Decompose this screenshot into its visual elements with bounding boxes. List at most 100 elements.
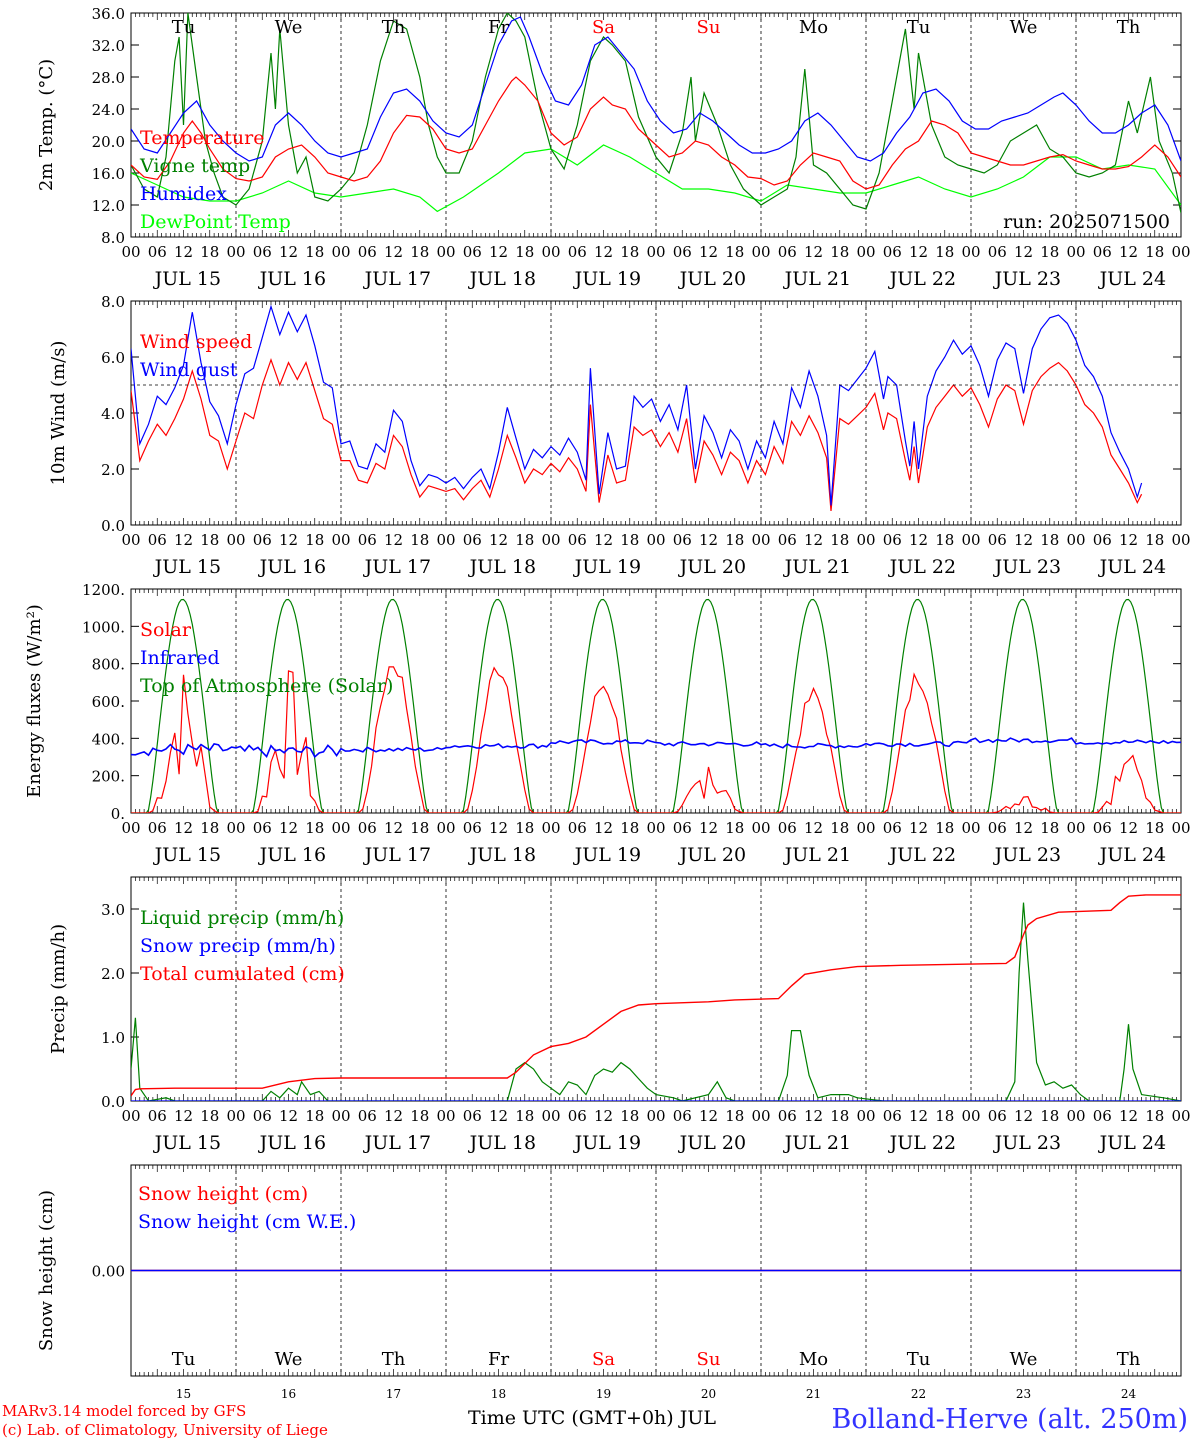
date-label: JUL 18 bbox=[468, 556, 536, 578]
hour-tick-label: 06 bbox=[463, 243, 482, 261]
hour-tick-label: 06 bbox=[148, 819, 167, 837]
day-number-label: 22 bbox=[911, 1387, 926, 1401]
hour-tick-label: 12 bbox=[489, 531, 508, 549]
date-label: JUL 21 bbox=[783, 1132, 851, 1154]
hour-tick-label: 18 bbox=[305, 819, 324, 837]
hour-tick-label: 18 bbox=[515, 531, 534, 549]
hour-tick-label: 06 bbox=[673, 531, 692, 549]
footer-model: MARv3.14 model forced by GFS bbox=[2, 1402, 246, 1420]
y-axis-title: Energy fluxes (W/m²) bbox=[24, 604, 45, 798]
date-label: JUL 23 bbox=[993, 1132, 1061, 1154]
y-tick-label: 3.0 bbox=[101, 901, 125, 919]
legend-solar: Solar bbox=[140, 619, 192, 641]
hour-tick-label: 00 bbox=[1066, 819, 1085, 837]
hour-tick-label: 00 bbox=[1171, 243, 1190, 261]
hour-tick-label: 00 bbox=[961, 243, 980, 261]
hour-tick-label: 00 bbox=[751, 1107, 770, 1125]
day-number-label: 16 bbox=[281, 1387, 296, 1401]
y-tick-label: 4.0 bbox=[101, 405, 125, 423]
hour-tick-label: 12 bbox=[594, 531, 613, 549]
hour-tick-label: 06 bbox=[673, 1107, 692, 1125]
series-line-total-cumulated-cm- bbox=[131, 894, 1181, 1097]
hour-tick-label: 12 bbox=[699, 243, 718, 261]
hour-tick-label: 00 bbox=[856, 531, 875, 549]
hour-tick-label: 12 bbox=[1014, 243, 1033, 261]
hour-tick-label: 18 bbox=[515, 819, 534, 837]
hour-tick-label: 06 bbox=[253, 819, 272, 837]
hour-tick-label: 00 bbox=[541, 1107, 560, 1125]
weekday-label: Th bbox=[1117, 1349, 1141, 1370]
hour-tick-label: 00 bbox=[856, 1107, 875, 1125]
hour-tick-label: 06 bbox=[883, 243, 902, 261]
hour-tick-label: 00 bbox=[436, 819, 455, 837]
weekday-label: We bbox=[275, 17, 303, 38]
y-tick-label: 800. bbox=[92, 656, 125, 674]
hour-tick-label: 00 bbox=[1171, 531, 1190, 549]
x-axis-title: Time UTC (GMT+0h) JUL bbox=[468, 1407, 716, 1429]
date-label: JUL 24 bbox=[1098, 1132, 1166, 1154]
date-label: JUL 19 bbox=[573, 1132, 641, 1154]
hour-tick-label: 06 bbox=[568, 531, 587, 549]
hour-tick-label: 18 bbox=[1040, 1107, 1059, 1125]
series-line-wind-gust bbox=[131, 304, 1143, 506]
weekday-label: Su bbox=[697, 17, 721, 38]
y-tick-label: 2.0 bbox=[101, 965, 125, 983]
hour-tick-label: 18 bbox=[1145, 1107, 1164, 1125]
hour-tick-label: 12 bbox=[384, 1107, 403, 1125]
hour-tick-label: 18 bbox=[935, 531, 954, 549]
date-label: JUL 18 bbox=[468, 844, 536, 866]
hour-tick-label: 00 bbox=[1171, 1107, 1190, 1125]
hour-tick-label: 00 bbox=[436, 243, 455, 261]
y-axis-title: Snow height (cm) bbox=[36, 1190, 57, 1351]
hour-tick-label: 00 bbox=[856, 243, 875, 261]
hour-tick-label: 06 bbox=[358, 531, 377, 549]
hour-tick-label: 00 bbox=[1171, 819, 1190, 837]
hour-tick-label: 00 bbox=[751, 243, 770, 261]
hour-tick-label: 12 bbox=[174, 531, 193, 549]
series-line-infrared bbox=[131, 737, 1181, 759]
hour-tick-label: 06 bbox=[673, 243, 692, 261]
hour-tick-label: 12 bbox=[489, 819, 508, 837]
series-line-temperature bbox=[131, 76, 1181, 190]
hour-tick-label: 06 bbox=[148, 531, 167, 549]
date-label: JUL 21 bbox=[783, 556, 851, 578]
hour-tick-label: 00 bbox=[1066, 531, 1085, 549]
series-line-vigne-temp bbox=[131, 13, 1181, 214]
hour-tick-label: 06 bbox=[1093, 1107, 1112, 1125]
hour-tick-label: 00 bbox=[961, 1107, 980, 1125]
weekday-label: Tu bbox=[907, 17, 931, 38]
y-tick-label: 36.0 bbox=[92, 5, 125, 23]
y-tick-label: 0.0 bbox=[101, 517, 125, 535]
hour-tick-label: 12 bbox=[909, 243, 928, 261]
hour-tick-label: 06 bbox=[463, 531, 482, 549]
weekday-label: Tu bbox=[907, 1349, 931, 1370]
hour-tick-label: 12 bbox=[594, 243, 613, 261]
y-tick-label: 0.00 bbox=[92, 1263, 125, 1281]
hour-tick-label: 06 bbox=[988, 243, 1007, 261]
legend-humidex: Humidex bbox=[140, 183, 227, 205]
date-label: JUL 15 bbox=[153, 556, 221, 578]
hour-tick-label: 18 bbox=[620, 531, 639, 549]
hour-tick-label: 06 bbox=[1093, 531, 1112, 549]
hour-tick-label: 00 bbox=[541, 531, 560, 549]
weekday-label: We bbox=[1010, 1349, 1038, 1370]
date-label: JUL 24 bbox=[1098, 844, 1166, 866]
hour-tick-label: 18 bbox=[1040, 819, 1059, 837]
hour-tick-label: 12 bbox=[174, 243, 193, 261]
hour-tick-label: 00 bbox=[646, 243, 665, 261]
hour-tick-label: 12 bbox=[804, 531, 823, 549]
hour-tick-label: 12 bbox=[1119, 243, 1138, 261]
hour-tick-label: 12 bbox=[1014, 1107, 1033, 1125]
hour-tick-label: 00 bbox=[226, 243, 245, 261]
hour-tick-label: 06 bbox=[253, 531, 272, 549]
hour-tick-label: 12 bbox=[279, 819, 298, 837]
hour-tick-label: 18 bbox=[1145, 531, 1164, 549]
hour-tick-label: 06 bbox=[358, 1107, 377, 1125]
hour-tick-label: 18 bbox=[830, 1107, 849, 1125]
hour-tick-label: 00 bbox=[541, 243, 560, 261]
hour-tick-label: 12 bbox=[699, 531, 718, 549]
date-label: JUL 16 bbox=[258, 844, 326, 866]
hour-tick-label: 12 bbox=[1014, 531, 1033, 549]
legend-vigne-temp: Vigne temp bbox=[139, 155, 250, 177]
hour-tick-label: 18 bbox=[1040, 243, 1059, 261]
